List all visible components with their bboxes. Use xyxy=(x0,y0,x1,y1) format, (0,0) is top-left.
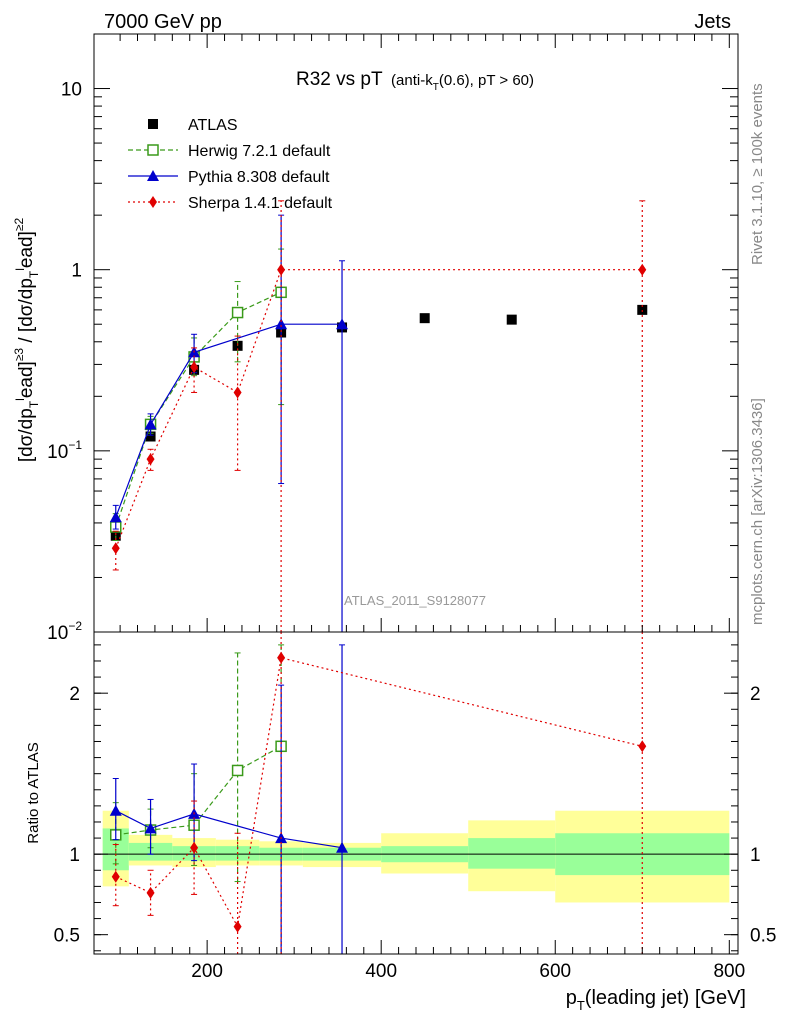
ratio-y-tick-label-left: 0.5 xyxy=(54,926,80,947)
ratio-y-tick-label-right: 0.5 xyxy=(750,926,776,947)
ratio-line-sherpa xyxy=(115,657,643,929)
main-point-atlas xyxy=(637,304,648,315)
main-y-tick-label: 1 xyxy=(71,261,82,282)
main-point-pythia xyxy=(109,511,122,523)
side-label-top: Rivet 3.1.10, ≥ 100k events xyxy=(749,83,766,265)
chart-title-sub: (anti-k xyxy=(391,72,433,89)
legend-label: Sherpa 1.4.1 default xyxy=(188,195,333,212)
legend-label: Pythia 8.308 default xyxy=(188,169,330,186)
ratio-y-axis-label: Ratio to ATLAS xyxy=(25,742,42,843)
main-point-atlas xyxy=(145,431,156,442)
header-left-label: 7000 GeV pp xyxy=(104,11,222,33)
main-point-sherpa xyxy=(638,263,647,276)
ratio-frame xyxy=(93,631,739,955)
ratio-point-herwig xyxy=(231,764,244,777)
x-axis-label: pT(leading jet) [GeV] xyxy=(566,987,746,1013)
main-point-sherpa xyxy=(277,263,286,276)
chart-title-sub-index: T xyxy=(433,82,439,93)
main-y-tick-label: 10−1 xyxy=(47,438,82,463)
legend-label: Herwig 7.2.1 default xyxy=(188,143,331,160)
side-label-bottom: mcplots.cern.ch [arXiv:1306.3436] xyxy=(749,398,766,625)
main-line-sherpa xyxy=(115,269,643,549)
ratio-point-sherpa xyxy=(233,920,242,933)
main-y-tick-label: 10−2 xyxy=(47,619,82,644)
legend-label: ATLAS xyxy=(188,117,238,134)
ratio-point-sherpa xyxy=(277,651,286,664)
ratio-y-tick-label-right: 2 xyxy=(750,684,761,705)
main-point-herwig xyxy=(231,306,244,319)
legend-marker xyxy=(147,170,159,181)
main-point-atlas xyxy=(506,314,517,325)
x-tick-label: 800 xyxy=(713,961,745,982)
main-y-axis-label: [dσ/dpTlead]≥3 / [dσ/dpTlead]≥2 xyxy=(12,218,41,463)
main-watermark: ATLAS_2011_S9128077 xyxy=(344,593,486,608)
main-point-pythia xyxy=(275,318,288,330)
main-point-sherpa xyxy=(233,386,242,399)
x-tick-label: 600 xyxy=(539,961,571,982)
main-point-pythia xyxy=(144,418,157,430)
main-point-atlas xyxy=(419,313,430,324)
ratio-panel: 0.5 0.5 1 1 2 2 200 400 600 800 Ratio to ATLAS pT… xyxy=(25,631,776,1013)
ratio-point-pythia xyxy=(336,841,349,853)
header-right-label: Jets xyxy=(694,11,731,33)
chart-title-main: R32 vs pT xyxy=(296,69,383,90)
ratio-point-sherpa xyxy=(190,841,199,854)
ratio-band-inner xyxy=(468,838,556,869)
legend-marker xyxy=(148,119,158,129)
main-panel: 10−2 10−1 1 10 ATLAS_2011_S9128077 R32 vs p… xyxy=(12,33,739,644)
ratio-point-pythia xyxy=(109,804,122,816)
legend-marker xyxy=(147,144,159,156)
x-tick-label: 400 xyxy=(365,961,397,982)
ratio-y-tick-label-left: 2 xyxy=(69,684,80,705)
main-point-sherpa xyxy=(146,453,155,466)
ratio-y-tick-label-right: 1 xyxy=(750,845,761,866)
main-point-pythia xyxy=(336,318,349,330)
main-point-sherpa xyxy=(190,361,199,374)
legend: ATLAS Herwig 7.2.1 default Pythia 8.308 de… xyxy=(128,117,333,212)
chart-title: R32 vs pT (anti-kT(0.6), pT > 60) xyxy=(296,69,534,93)
ratio-point-sherpa xyxy=(638,740,647,753)
main-line-herwig xyxy=(115,291,282,528)
ratio-point-pythia xyxy=(144,822,157,834)
ratio-y-tick-label-left: 1 xyxy=(69,845,80,866)
legend-marker xyxy=(149,196,157,208)
chart-title-sub-rest: (0.6), pT > 60) xyxy=(439,72,534,89)
main-y-tick-label: 10 xyxy=(61,80,82,101)
ratio-point-sherpa xyxy=(146,886,155,899)
main-point-sherpa xyxy=(111,542,120,555)
x-tick-label: 200 xyxy=(191,961,223,982)
ratio-point-sherpa xyxy=(111,870,120,883)
